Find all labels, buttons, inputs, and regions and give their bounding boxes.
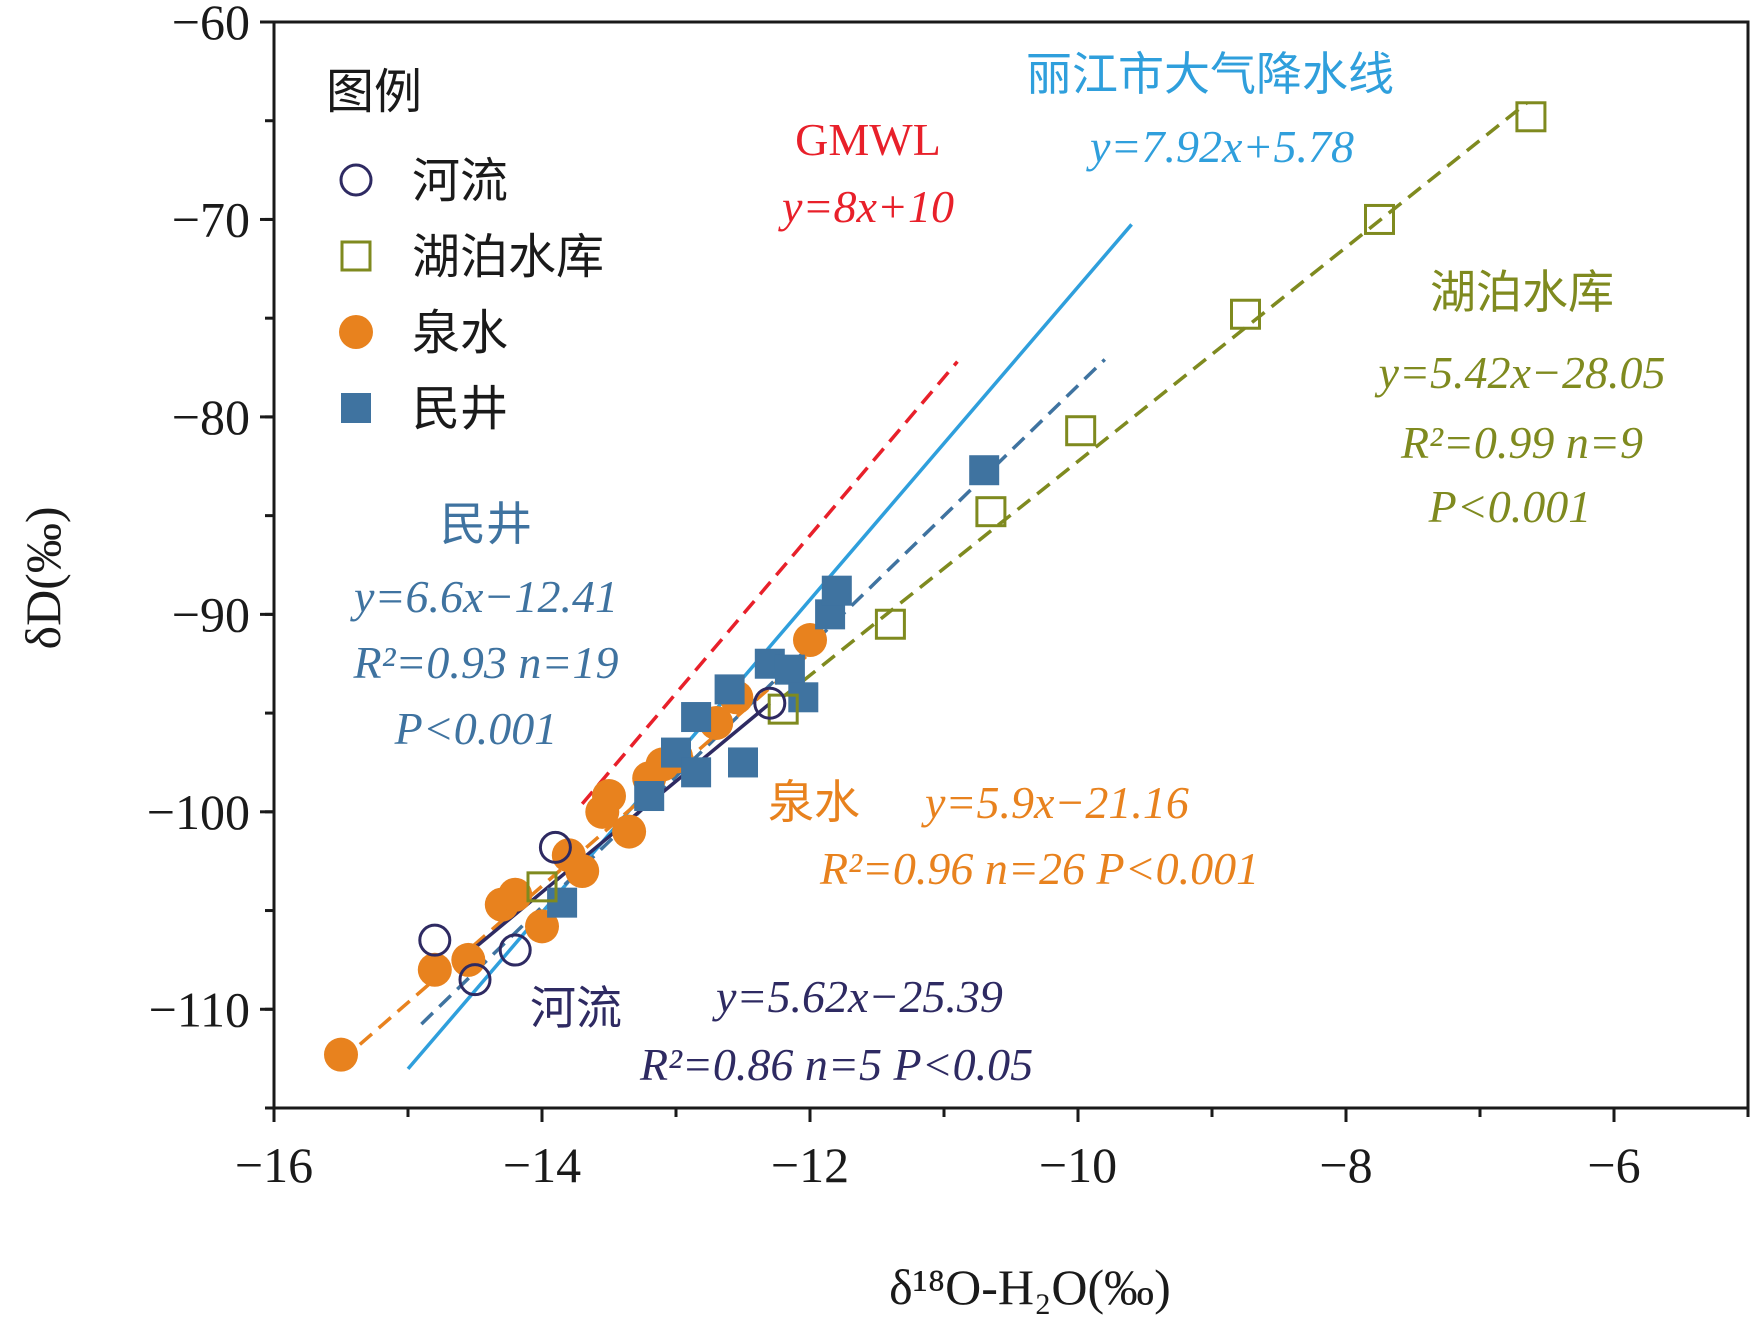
legend-label-民井: 民井: [412, 383, 508, 436]
spring-equation: y=5.9x−21.16: [921, 777, 1189, 828]
line-湖泊水库: [782, 101, 1528, 699]
x-tick-label: −14: [503, 1137, 581, 1193]
point-湖泊水库: [1364, 203, 1395, 235]
point-民井: [821, 575, 852, 606]
point-民井: [714, 674, 745, 705]
point-民井: [969, 455, 1000, 486]
river-equation: y=5.62x−25.39: [712, 971, 1003, 1022]
annotation-lijiang: 丽江市大气降水线 y=7.92x+5.78: [1026, 49, 1394, 172]
annotation-lake: 湖泊水库 y=5.42x−28.05 R²=0.99 n=9 P<0.001: [1375, 267, 1666, 532]
y-tick-label: −70: [172, 191, 250, 247]
legend-marker-河流: [339, 163, 373, 197]
lijiang-label: 丽江市大气降水线: [1026, 49, 1394, 100]
legend-label-泉水: 泉水: [412, 307, 508, 360]
point-湖泊水库: [975, 496, 1007, 528]
y-axis-label: δD(‰): [15, 507, 71, 650]
gmwl-label: GMWL: [795, 114, 941, 165]
well-p: P<0.001: [394, 703, 558, 754]
point-泉水: [565, 854, 600, 889]
annotation-gmwl: GMWL y=8x+10: [778, 114, 954, 232]
data-points: [324, 101, 1547, 1072]
point-泉水: [525, 909, 559, 944]
lake-stats: R²=0.99 n=9: [1400, 417, 1643, 468]
annotation-river: 河流 y=5.62x−25.39 R²=0.86 n=5 P<0.05: [530, 971, 1033, 1090]
point-湖泊水库: [1515, 101, 1547, 133]
x-tick-label: −16: [235, 1137, 313, 1193]
point-河流: [418, 923, 452, 957]
well-stats: R²=0.93 n=19: [353, 637, 619, 688]
y-tick-label: −80: [172, 389, 250, 445]
point-河流: [753, 686, 787, 720]
point-河流: [498, 933, 532, 967]
point-民井: [547, 887, 578, 918]
y-tick-label: −90: [172, 586, 250, 642]
annotation-well: 民井 y=6.6x−12.41 R²=0.93 n=19 P<0.001: [350, 499, 618, 754]
point-泉水: [592, 779, 626, 814]
legend-title: 图例: [326, 66, 422, 119]
point-民井: [681, 757, 712, 788]
y-tick-label: −100: [147, 784, 250, 840]
legend-label-湖泊水库: 湖泊水库: [412, 231, 604, 284]
y-tick-label: −110: [149, 981, 250, 1037]
river-label: 河流: [530, 983, 622, 1034]
river-stats: R²=0.86 n=5 P<0.05: [639, 1039, 1033, 1090]
x-tick-label: −12: [771, 1137, 849, 1193]
point-泉水: [417, 952, 452, 987]
x-tick-label: −10: [1039, 1137, 1117, 1193]
point-泉水: [451, 942, 486, 977]
lijiang-equation: y=7.92x+5.78: [1086, 121, 1354, 172]
point-泉水: [324, 1037, 358, 1072]
point-民井: [728, 747, 758, 778]
point-泉水: [612, 814, 647, 849]
point-湖泊水库: [874, 608, 906, 640]
legend-label-河流: 河流: [412, 155, 508, 208]
plot-frame: [272, 20, 1750, 1110]
gmwl-equation: y=8x+10: [778, 181, 954, 232]
spring-stats: R²=0.96 n=26 P<0.001: [819, 843, 1259, 894]
point-泉水: [498, 877, 533, 912]
legend-marker-湖泊水库: [340, 240, 372, 272]
y-tick-label: −60: [172, 0, 250, 50]
point-湖泊水库: [526, 871, 558, 903]
well-equation: y=6.6x−12.41: [350, 571, 618, 622]
annotation-spring: 泉水 y=5.9x−21.16 R²=0.96 n=26 P<0.001: [768, 777, 1259, 894]
line-GMWL: [580, 360, 959, 806]
point-河流: [458, 963, 492, 997]
lake-label: 湖泊水库: [1430, 267, 1614, 318]
x-axis-label: δ¹⁸O-H₂O(‰): [889, 1259, 1171, 1315]
point-湖泊水库: [1065, 415, 1097, 447]
x-tick-label: −8: [1319, 1137, 1372, 1193]
lake-p: P<0.001: [1428, 481, 1592, 532]
legend-marker-民井: [341, 393, 371, 423]
point-湖泊水库: [1230, 298, 1261, 330]
point-河流: [538, 830, 572, 864]
point-民井: [634, 781, 665, 812]
point-民井: [681, 702, 712, 733]
legend-marker-泉水: [339, 315, 373, 349]
axes: −16 −14 −12 −10 −8 −6 −110 −100 −90 −80 −70 −60: [147, 0, 1750, 1193]
x-tick-label: −6: [1587, 1137, 1640, 1193]
spring-label: 泉水: [768, 777, 860, 828]
lake-equation: y=5.42x−28.05: [1375, 347, 1666, 398]
point-民井: [774, 654, 805, 685]
well-label: 民井: [440, 499, 532, 550]
point-民井: [788, 682, 819, 713]
point-泉水: [793, 623, 827, 658]
